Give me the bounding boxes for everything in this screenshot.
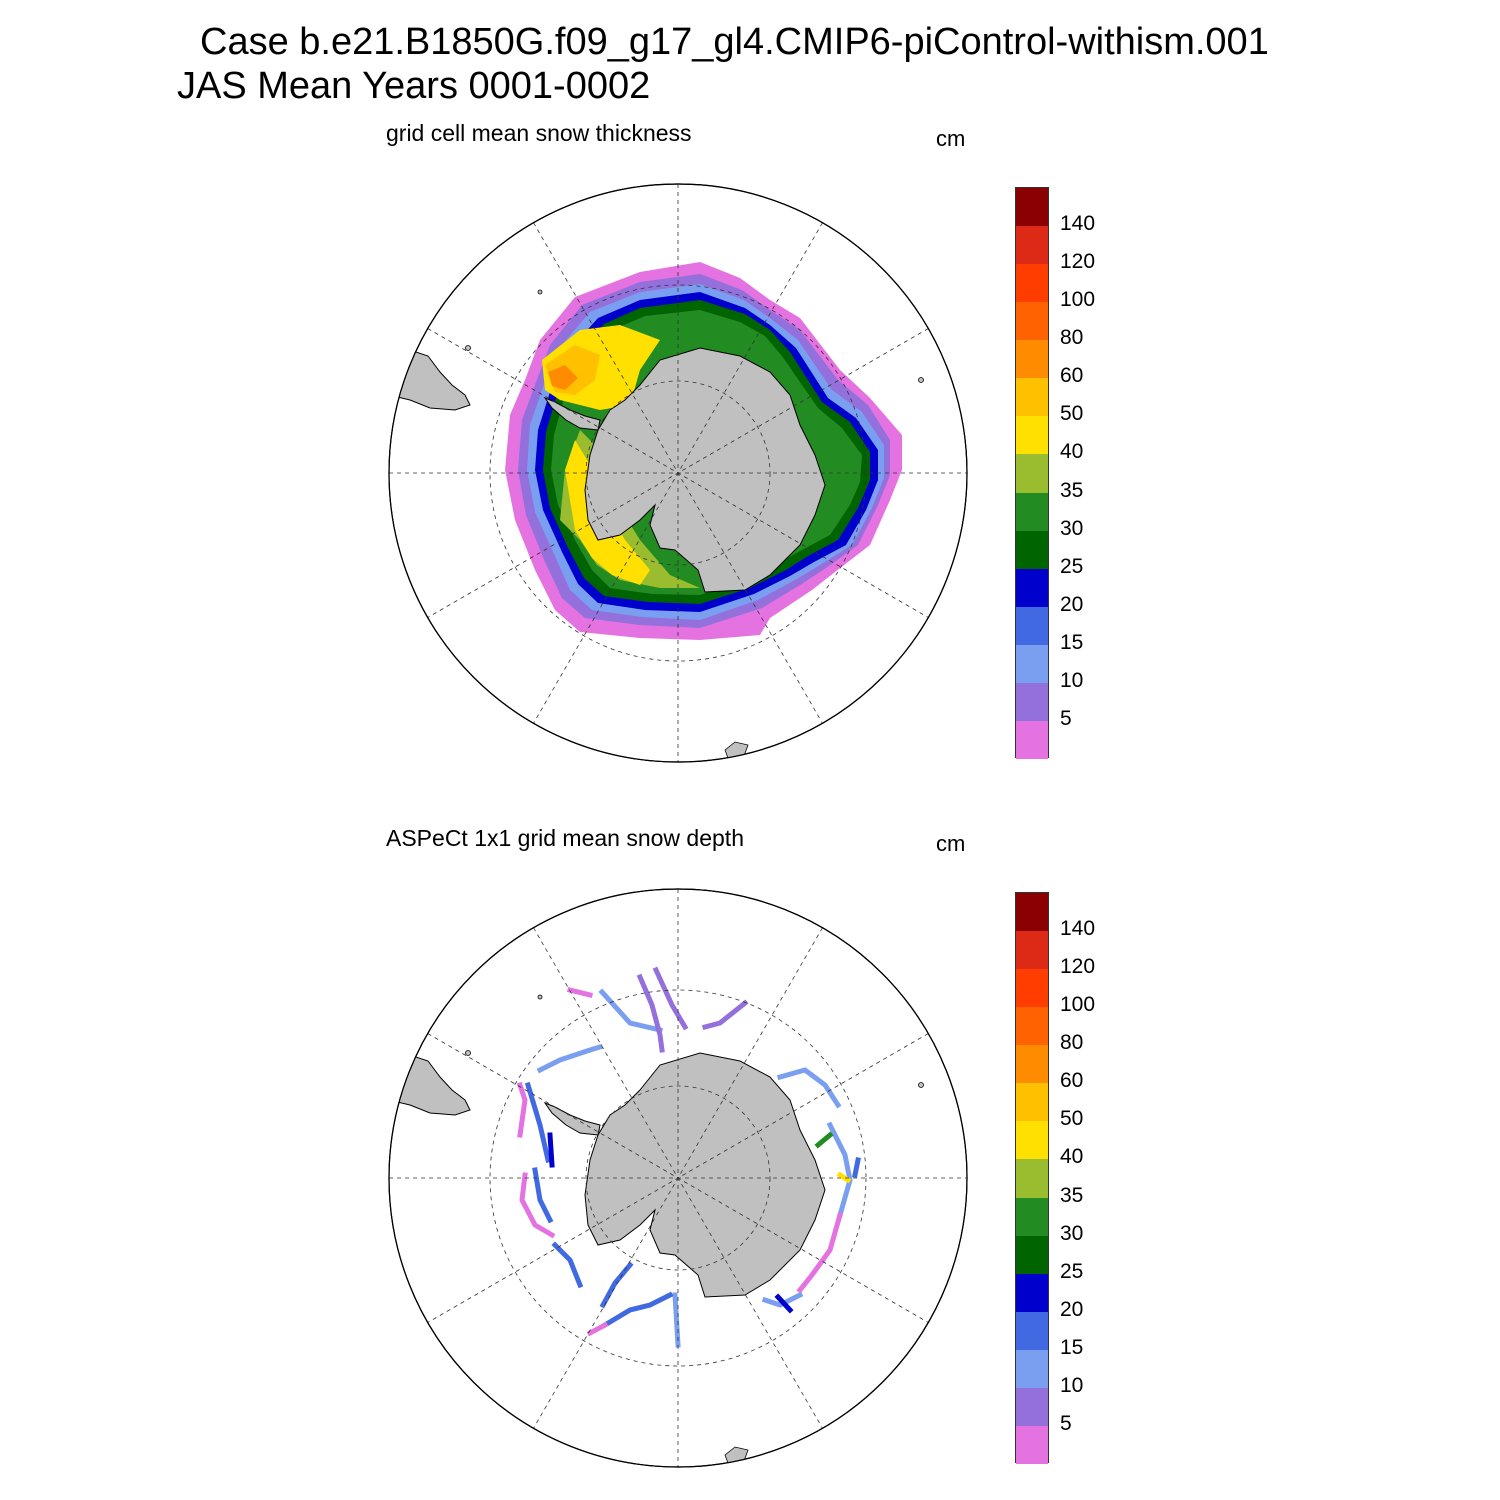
track-23: [836, 1171, 852, 1184]
colorbar-segment: [1016, 893, 1048, 932]
colorbar-label: 25: [1060, 554, 1084, 578]
colorbar-label: 80: [1060, 1031, 1084, 1055]
figure-title-line2: JAS Mean Years 0001-0002: [177, 65, 651, 107]
colorbar-segment: [1016, 264, 1048, 303]
colorbar-label: 80: [1060, 326, 1084, 350]
colorbar-label: 50: [1060, 402, 1084, 426]
colorbar-label: 40: [1060, 440, 1084, 464]
colorbar-segment: [1016, 492, 1048, 531]
colorbar-label: 15: [1060, 630, 1084, 654]
colorbar-label: 10: [1060, 1373, 1084, 1397]
colorbar-segment: [1016, 454, 1048, 493]
colorbar-obs: [1015, 892, 1049, 1464]
colorbar-segment: [1016, 1349, 1048, 1388]
colorbar-label: 10: [1060, 668, 1084, 692]
colorbar-segment: [1016, 969, 1048, 1008]
antarctica-land: [584, 347, 826, 593]
track-7: [826, 1121, 853, 1219]
track-18: [516, 1081, 528, 1138]
colorbar-label: 30: [1060, 516, 1084, 540]
track-10: [761, 1291, 804, 1308]
colorbar-model: [1015, 187, 1049, 759]
antarctic-peninsula: [543, 396, 601, 431]
colorbar-segment: [1016, 530, 1048, 569]
antarctica-land: [584, 1052, 826, 1298]
track-8: [852, 1157, 861, 1178]
colorbar-label: 120: [1060, 955, 1096, 979]
colorbar-segment: [1016, 1273, 1048, 1312]
colorbar-segment: [1016, 1425, 1048, 1464]
track-1: [566, 986, 594, 999]
colorbar-label: 60: [1060, 364, 1084, 388]
colorbar-segment: [1016, 1121, 1048, 1160]
panel1-units: cm: [936, 126, 966, 151]
track-12: [601, 1291, 674, 1329]
track-16: [519, 1172, 556, 1239]
panel1-subtitle: grid cell mean snow thickness: [386, 120, 692, 146]
track-19: [524, 1081, 551, 1163]
colorbar-label: 5: [1060, 1411, 1072, 1435]
model-snow-map: [388, 183, 968, 763]
colorbar-label: 30: [1060, 1221, 1084, 1245]
panel2-subtitle: ASPeCt 1x1 grid mean snow depth: [386, 825, 744, 851]
colorbar-label: 35: [1060, 1183, 1084, 1207]
colorbar-label: 60: [1060, 1069, 1084, 1093]
colorbar-label: 100: [1060, 993, 1096, 1017]
track-22: [814, 1131, 834, 1149]
colorbar-label: 100: [1060, 288, 1096, 312]
colorbar-label: 40: [1060, 1145, 1084, 1169]
track-15: [551, 1241, 584, 1289]
antarctic-peninsula: [543, 1101, 601, 1136]
colorbar-label: 5: [1060, 706, 1072, 730]
colorbar-segment: [1016, 720, 1048, 759]
colorbar-segment: [1016, 340, 1048, 379]
track-6: [776, 1067, 842, 1109]
aspect-obs-map: [388, 888, 968, 1468]
colorbar-label: 25: [1060, 1259, 1084, 1283]
colorbar-label: 120: [1060, 250, 1096, 274]
colorbar-segment: [1016, 226, 1048, 265]
colorbar-label: 50: [1060, 1107, 1084, 1131]
track-9: [796, 1211, 844, 1294]
colorbar-segment: [1016, 378, 1048, 417]
colorbar-segment: [1016, 1045, 1048, 1084]
colorbar-segment: [1016, 931, 1048, 970]
colorbar-segment: [1016, 1159, 1048, 1198]
figure-title-line1: Case b.e21.B1850G.f09_g17_gl4.CMIP6-piCo…: [200, 21, 1269, 63]
colorbar-segment: [1016, 1083, 1048, 1122]
colorbar-segment: [1016, 1007, 1048, 1046]
colorbar-label: 20: [1060, 592, 1084, 616]
track-11: [672, 1292, 681, 1348]
colorbar-segment: [1016, 416, 1048, 455]
track-24: [774, 1293, 794, 1314]
colorbar-segment: [1016, 606, 1048, 645]
colorbar-label: 20: [1060, 1297, 1084, 1321]
colorbar-segment: [1016, 1235, 1048, 1274]
colorbar-label: 140: [1060, 917, 1096, 941]
colorbar-segment: [1016, 568, 1048, 607]
colorbar-label: 15: [1060, 1335, 1084, 1359]
track-20: [536, 1043, 604, 1074]
colorbar-segment: [1016, 1197, 1048, 1236]
track-13: [586, 1321, 609, 1337]
panel2-units: cm: [936, 831, 966, 856]
track-4: [652, 966, 689, 1031]
track-5: [701, 999, 749, 1031]
track-14: [599, 1261, 634, 1309]
ice-band-60cm: [548, 365, 578, 390]
colorbar-label: 35: [1060, 478, 1084, 502]
track-3: [636, 973, 665, 1053]
colorbar-segment: [1016, 188, 1048, 227]
colorbar-segment: [1016, 1311, 1048, 1350]
colorbar-segment: [1016, 682, 1048, 721]
track-21: [547, 1132, 555, 1168]
colorbar-segment: [1016, 302, 1048, 341]
colorbar-segment: [1016, 644, 1048, 683]
track-17: [532, 1167, 554, 1224]
colorbar-segment: [1016, 1387, 1048, 1426]
colorbar-label: 140: [1060, 212, 1096, 236]
